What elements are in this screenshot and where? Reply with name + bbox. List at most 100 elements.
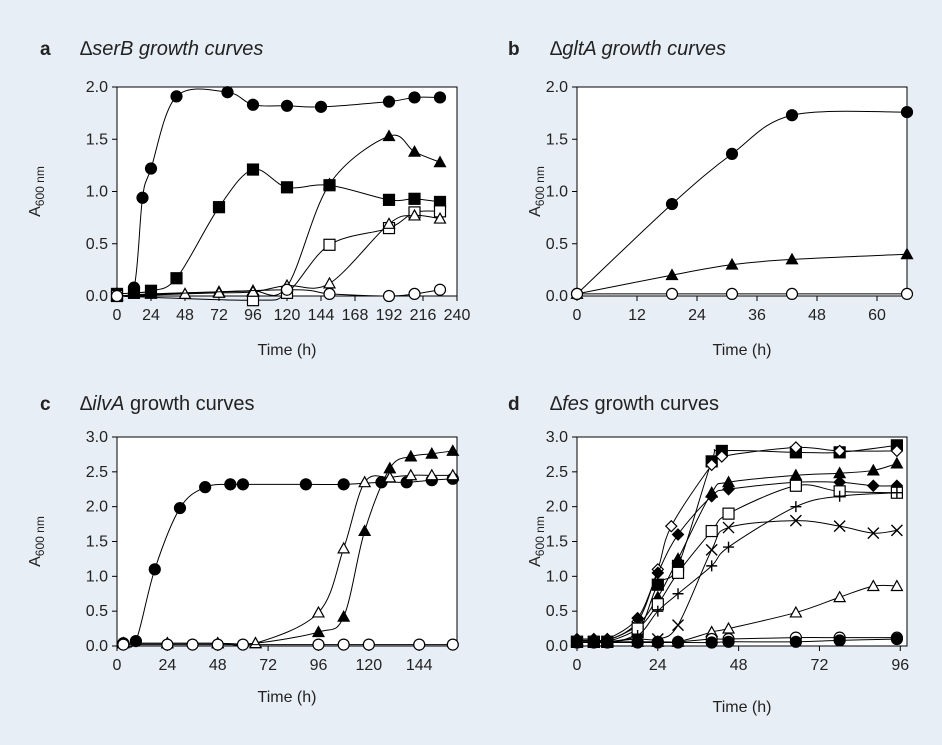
data-point-open-triangle xyxy=(404,468,418,481)
data-point-filled-circle xyxy=(833,634,846,647)
data-point-open-circle xyxy=(433,283,447,296)
x-tick-label: 0 xyxy=(113,657,122,674)
title-suffix: growth curves xyxy=(124,393,254,415)
y-tick-label: 1.5 xyxy=(546,131,568,148)
data-point-open-triangle xyxy=(425,468,439,481)
data-point-filled-circle xyxy=(199,481,212,494)
y-axis-label-main: A xyxy=(27,556,44,567)
y-axis-label-main: A xyxy=(27,206,44,217)
data-point-filled-circle xyxy=(408,91,421,104)
data-point-open-triangle xyxy=(248,636,263,649)
data-point-filled-circle xyxy=(890,632,903,646)
series-filled-circle xyxy=(570,105,914,301)
data-point-filled-circle xyxy=(136,191,149,204)
y-axis-label-sub: 600 nm xyxy=(33,166,47,206)
data-point-open-circle xyxy=(161,638,174,651)
x-axis-label: Time (h) xyxy=(713,342,772,359)
x-tick-label: 72 xyxy=(210,307,228,324)
data-point-open-diamond xyxy=(715,450,729,463)
data-point-filled-square xyxy=(280,181,294,194)
x-tick-label: 144 xyxy=(406,657,433,674)
data-point-open-circle xyxy=(665,287,679,301)
chart-panel-b: b ∆gltA growth curves 0.0 0.5 1.0 1.5 2.0 0 12 24… xyxy=(508,38,914,359)
data-point-filled-triangle xyxy=(144,287,158,299)
x-tick-label: 120 xyxy=(356,657,383,674)
data-point-open-circle xyxy=(110,289,124,303)
data-point-open-triangle xyxy=(337,541,351,554)
gene-name: serB xyxy=(92,38,133,60)
data-point-open-square xyxy=(323,238,336,251)
y-tick-label: 1.0 xyxy=(546,568,568,585)
x-tick-label: 48 xyxy=(209,657,227,674)
data-point-filled-triangle xyxy=(665,268,679,281)
data-point-filled-triangle xyxy=(725,257,739,270)
panel-title: ∆ilvA growth curves xyxy=(80,393,255,415)
x-tick-label: 24 xyxy=(688,307,706,324)
plot-area xyxy=(576,436,908,647)
y-tick-label: 0.5 xyxy=(546,603,568,620)
data-point-filled-circle xyxy=(337,478,350,491)
title-suffix: growth curves xyxy=(596,38,726,60)
panel-title: ∆gltA growth curves xyxy=(550,38,726,60)
x-tick-label: 24 xyxy=(142,307,160,324)
data-point-filled-circle xyxy=(631,636,644,649)
data-point-plus xyxy=(706,560,718,572)
data-point-filled-triangle xyxy=(404,449,418,462)
delta-symbol: ∆ xyxy=(80,393,92,415)
y-tick-label: 2.5 xyxy=(86,464,108,481)
y-tick-label: 0.0 xyxy=(86,288,108,305)
data-point-filled-triangle xyxy=(900,247,914,260)
y-tick-label: 3.0 xyxy=(86,429,108,446)
x-tick-label: 216 xyxy=(410,307,437,324)
data-point-open-triangle xyxy=(383,470,397,483)
data-point-open-circle xyxy=(312,638,325,651)
data-point-filled-circle xyxy=(651,636,664,649)
data-point-open-triangle xyxy=(866,579,880,592)
data-point-filled-triangle xyxy=(446,444,460,456)
data-point-filled-circle xyxy=(570,636,584,649)
y-tick-label: 0.5 xyxy=(546,236,568,253)
data-point-filled-circle xyxy=(224,478,237,491)
data-point-filled-circle xyxy=(725,147,739,160)
delta-symbol: ∆ xyxy=(80,38,92,60)
data-point-filled-circle xyxy=(665,197,679,211)
chart-panel-a: a ∆serB growth curves 0.0 0.5 1.0 1.5 2.0 0 24 48… xyxy=(27,38,470,359)
y-tick-label: 2.0 xyxy=(86,499,108,516)
data-point-filled-circle xyxy=(280,99,294,112)
data-point-filled-square xyxy=(382,193,396,206)
data-point-cross xyxy=(890,524,903,537)
data-point-filled-circle xyxy=(129,635,142,648)
data-point-open-circle xyxy=(570,287,584,301)
data-point-filled-circle xyxy=(601,636,614,649)
data-point-filled-circle xyxy=(236,478,250,491)
data-point-open-diamond xyxy=(705,458,719,472)
data-point-filled-diamond xyxy=(866,479,880,493)
data-point-filled-circle xyxy=(789,635,802,648)
data-point-cross xyxy=(833,520,846,533)
series-open-circle xyxy=(110,283,447,303)
x-tick-label: 60 xyxy=(868,307,886,324)
data-point-filled-square xyxy=(212,201,226,214)
data-point-cross xyxy=(867,527,880,540)
data-point-filled-circle xyxy=(299,478,312,491)
data-point-open-circle xyxy=(413,638,426,651)
data-point-open-circle xyxy=(186,638,199,651)
data-point-filled-square xyxy=(408,192,421,205)
data-point-open-square xyxy=(705,524,718,538)
series-filled-circle xyxy=(570,632,903,649)
data-point-filled-triangle xyxy=(407,145,422,157)
data-point-filled-triangle xyxy=(322,177,337,190)
data-point-open-circle xyxy=(446,638,459,651)
data-point-open-circle xyxy=(408,287,421,301)
y-tick-label: 0.5 xyxy=(86,603,108,620)
x-tick-label: 24 xyxy=(158,657,176,674)
data-point-filled-triangle xyxy=(433,155,447,168)
y-axis-label-main: A xyxy=(527,556,544,567)
x-tick-label: 12 xyxy=(628,307,646,324)
data-point-open-triangle xyxy=(311,605,326,618)
y-tick-label: 1.5 xyxy=(86,131,108,148)
data-point-open-diamond xyxy=(833,444,847,458)
data-point-cross xyxy=(672,619,685,632)
data-point-open-triangle xyxy=(433,211,447,224)
data-point-filled-triangle xyxy=(425,446,439,459)
